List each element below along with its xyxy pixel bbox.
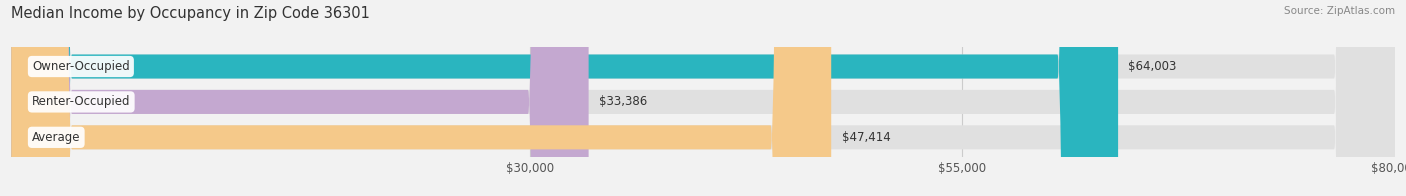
Text: Source: ZipAtlas.com: Source: ZipAtlas.com — [1284, 6, 1395, 16]
FancyBboxPatch shape — [11, 0, 1395, 196]
FancyBboxPatch shape — [11, 0, 1395, 196]
Text: $33,386: $33,386 — [599, 95, 647, 108]
Text: Renter-Occupied: Renter-Occupied — [32, 95, 131, 108]
FancyBboxPatch shape — [11, 0, 831, 196]
Text: Average: Average — [32, 131, 80, 144]
Text: Median Income by Occupancy in Zip Code 36301: Median Income by Occupancy in Zip Code 3… — [11, 6, 370, 21]
Text: $64,003: $64,003 — [1129, 60, 1177, 73]
Text: $47,414: $47,414 — [842, 131, 890, 144]
FancyBboxPatch shape — [11, 0, 1395, 196]
FancyBboxPatch shape — [11, 0, 1118, 196]
FancyBboxPatch shape — [11, 0, 589, 196]
Text: Owner-Occupied: Owner-Occupied — [32, 60, 129, 73]
